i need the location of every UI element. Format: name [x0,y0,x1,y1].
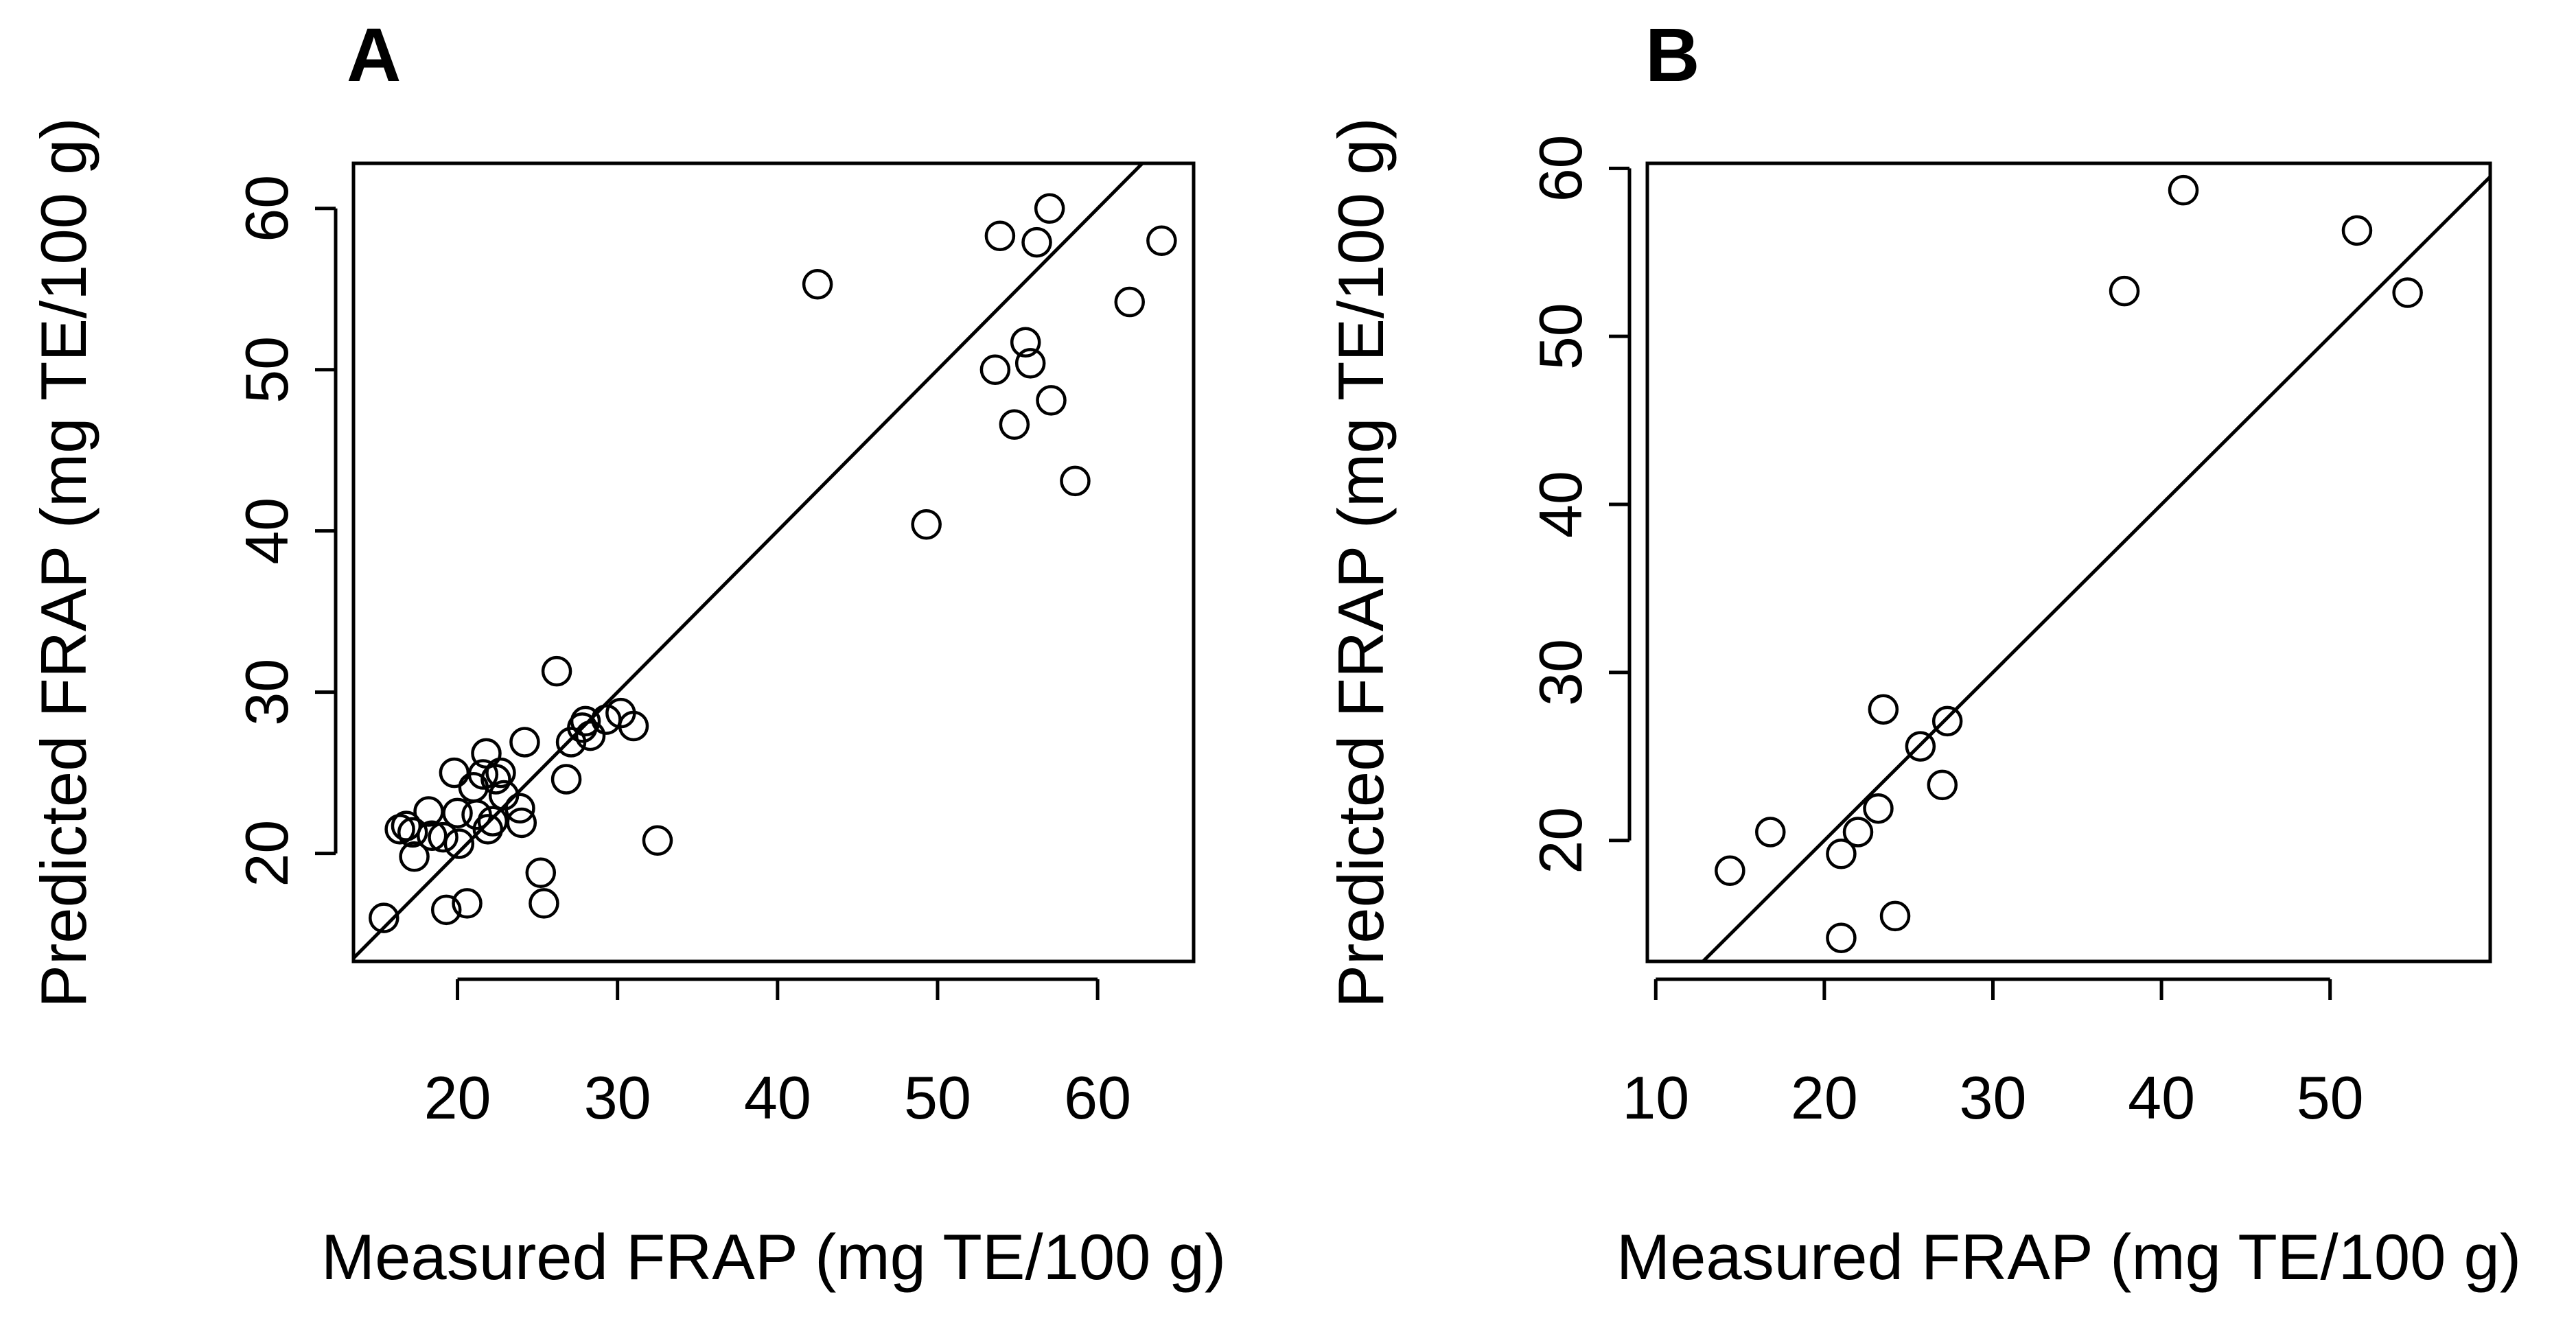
panel-a-data-point [1114,286,1145,318]
panel-a-y-axis: 20 30 40 50 60 [233,175,338,887]
panel-a-data-point [485,757,516,788]
panel-a-x-axis: 20 30 40 50 60 [424,977,1131,1132]
panel-b-data-point [2392,277,2423,308]
panel-a-data-point [467,759,499,790]
panel-b-letter: B [1645,13,1699,97]
panel-a-data-point [1010,327,1041,358]
panel-a-data-point [477,806,509,837]
panel-a-x-tick-label: 50 [904,1064,971,1132]
panel-b-x-axis-label: Measured FRAP (mg TE/100 g) [1616,1221,2521,1293]
panel-b-data-point [1755,817,1786,847]
panel-b-data-point [1879,900,1911,932]
panel-a-data-point [642,825,673,856]
panel-a-data-point [428,821,459,853]
panel-b-y-tick-label: 60 [1527,135,1594,202]
panel-b-data-point [1905,731,1936,762]
panel-b-y-tick-label: 30 [1527,639,1594,706]
panel-b-data-point [1868,694,1899,725]
panel-a-data-point [618,710,649,742]
panel-a-data-point [1060,465,1091,497]
panel-b-x-tick-label: 30 [1960,1064,2027,1132]
panel-a-data-point [911,509,942,540]
panel-b-plot-frame [1645,161,2492,963]
panel-b-data-point [1931,705,1963,737]
panel-b-data-point [2109,275,2140,307]
panel-a-reference-line [353,163,1145,961]
panel-b-y-tick-label: 50 [1527,303,1594,370]
panel-a-x-tick-label: 20 [424,1064,491,1132]
panel-a-y-tick-label: 60 [233,175,301,242]
panel-b-data-point [1826,922,1857,953]
panel-b-x-tick-label: 10 [1622,1064,1689,1132]
panel-b-x-tick-label: 20 [1791,1064,1858,1132]
panel-a-data-point [541,655,572,687]
panel-a-y-tick-label: 30 [233,659,301,726]
panel-a-identity-line [353,163,1145,961]
panel-a: A Measured FRAP (mg TE/100 g) Predicted … [27,13,1226,1293]
panel-a-data-point [472,814,504,845]
panel-a-x-tick-label: 30 [584,1064,651,1132]
panel-a-data-point [570,705,601,737]
panel-a-data-point [443,828,475,859]
panel-a-data-point [439,757,470,788]
panel-a-data-point [471,738,502,769]
panel-a-letter: A [347,13,401,97]
panel-a-data-point [984,220,1016,251]
panel-b-data-point [1863,793,1894,824]
panel-b-data-point [1927,769,1958,801]
panel-a-y-tick-label: 50 [233,336,301,404]
panel-a-data-point [525,857,557,889]
panel-a-data-point [391,810,422,841]
panel-a-data-point [979,354,1011,385]
panel-b-x-axis: 10 20 30 40 50 [1622,977,2364,1132]
panel-a-y-tick-label: 20 [233,820,301,887]
panel-a-plot-frame [351,161,1196,963]
panel-b-y-tick-label: 40 [1527,471,1594,538]
panel-a-data-point [504,793,535,824]
panel-a-data-point [480,764,511,795]
panel-a-x-axis-label: Measured FRAP (mg TE/100 g) [321,1221,1226,1293]
panel-a-data-point [452,888,483,919]
panel-a-data-point [430,894,462,926]
panel-a-data-point [442,797,473,829]
panel-a-data-point [509,727,540,758]
panel-b-x-tick-label: 40 [2128,1064,2195,1132]
panel-a-data-point [416,820,448,851]
panel-a-data-point [399,841,430,872]
panel-a-data-points [369,193,1177,933]
panel-b-data-point [1842,817,1874,847]
panel-b-data-point [2341,215,2373,246]
panel-a-data-point [529,888,559,919]
panel-a-data-point [1014,348,1046,379]
panel-a-data-point [802,268,833,300]
panel-b-data-point [1715,855,1745,887]
panel-a-data-point [550,764,582,795]
panel-b-data-point [1826,839,1857,869]
panel-b-identity-line [1700,174,2490,961]
panel-a-data-point [397,817,428,848]
panel-b-x-tick-label: 50 [2297,1064,2364,1132]
panel-a-y-axis-label: Predicted FRAP (mg TE/100 g) [27,117,100,1007]
panel-a-data-point [1034,193,1065,224]
panel-b-y-tick-label: 20 [1527,807,1594,874]
panel-a-data-point [1021,226,1052,258]
panel-a-data-point [369,902,399,933]
panel-b-y-axis-label: Predicted FRAP (mg TE/100 g) [1325,117,1397,1007]
panel-a-data-point [1146,225,1177,257]
panel-a-data-point [999,409,1030,440]
panel-b-data-points [1715,174,2423,953]
panel-b-data-point [2168,174,2199,206]
panel-b-reference-line [1700,174,2490,961]
panel-b-y-axis: 20 30 40 50 60 [1527,135,1632,874]
panel-b: B Measured FRAP (mg TE/100 g) Predicted … [1325,13,2521,1293]
panel-a-data-point [1036,385,1067,416]
panel-a-y-tick-label: 40 [233,498,301,565]
panel-a-x-tick-label: 60 [1064,1064,1131,1132]
panel-a-data-point [575,720,606,751]
panel-a-x-tick-label: 40 [744,1064,811,1132]
panel-a-data-point [506,807,537,839]
